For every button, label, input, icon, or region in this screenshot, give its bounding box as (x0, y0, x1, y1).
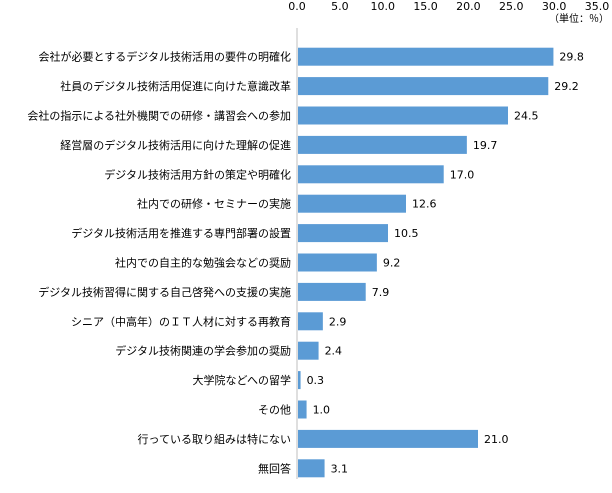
bar (298, 106, 508, 125)
category-label: 会社の指示による社外機関での研修・講習会への参加 (27, 109, 291, 123)
bar (298, 282, 366, 301)
data-label: 2.4 (325, 345, 343, 358)
category-label: 社内での自主的な勉強会などの奨励 (115, 256, 291, 270)
category-label: その他 (258, 404, 291, 417)
category-label: 経営層のデジタル技術活用に向けた理解の促進 (60, 138, 291, 152)
bar (298, 341, 319, 360)
data-label: 21.0 (484, 433, 509, 446)
x-axis: 0.0 5.0 10.0 15.0 20.0 25.0 30.0 35.0 (288, 0, 609, 13)
x-tick-label: 15.0 (413, 0, 438, 13)
bar (298, 312, 323, 331)
bar (298, 459, 325, 478)
category-label: デジタル技術活用方針の策定や明確化 (104, 167, 291, 181)
data-label: 1.0 (313, 404, 331, 417)
category-label: デジタル技術習得に関する自己啓発への支援の実施 (38, 285, 291, 299)
category-label: デジタル技術活用を推進する専門部署の設置 (71, 226, 291, 240)
category-label: 社員のデジタル技術活用促進に向けた意識改革 (60, 79, 291, 93)
category-label: 社内での研修・セミナーの実施 (137, 197, 291, 211)
x-tick-label: 10.0 (370, 0, 395, 13)
bar (298, 47, 554, 66)
bar (298, 429, 478, 448)
category-label: 大学院などへの留学 (193, 373, 291, 387)
category-label: デジタル技術関連の学会参加の奨励 (115, 344, 291, 358)
unit-note: （単位：％） (549, 12, 609, 25)
bar (298, 224, 388, 243)
data-label: 9.2 (383, 257, 401, 270)
data-label: 2.9 (329, 315, 347, 328)
data-label: 12.6 (412, 198, 437, 211)
data-label: 0.3 (307, 374, 325, 387)
x-tick-label: 30.0 (542, 0, 567, 13)
x-tick-label: 25.0 (499, 0, 524, 13)
x-tick-label: 5.0 (331, 0, 349, 13)
data-label: 29.8 (559, 51, 584, 64)
bar (298, 135, 467, 154)
plot-area: 会社が必要とするデジタル技術活用の要件の明確化 29.8 社員のデジタル技術活用促進… (27, 28, 584, 479)
data-label: 10.5 (394, 227, 419, 240)
data-label: 3.1 (331, 462, 349, 475)
category-label: 会社が必要とするデジタル技術活用の要件の明確化 (39, 50, 291, 64)
category-label: 無回答 (258, 461, 291, 475)
bar (298, 165, 444, 184)
x-tick-label: 35.0 (585, 0, 610, 13)
data-label: 7.9 (372, 286, 390, 299)
bar (298, 400, 307, 419)
category-label: 行っている取り組みは特にない (138, 432, 291, 446)
category-label: シニア（中高年）のＩＴ人材に対する再教育 (71, 314, 291, 328)
data-label: 17.0 (450, 168, 475, 181)
bar (298, 77, 549, 96)
bar (298, 253, 377, 272)
x-tick-label: 0.0 (288, 0, 306, 13)
data-label: 24.5 (514, 110, 539, 123)
data-label: 29.2 (554, 80, 579, 93)
bar (298, 371, 301, 390)
data-label: 19.7 (473, 139, 498, 152)
x-tick-label: 20.0 (456, 0, 481, 13)
bar (298, 194, 406, 213)
